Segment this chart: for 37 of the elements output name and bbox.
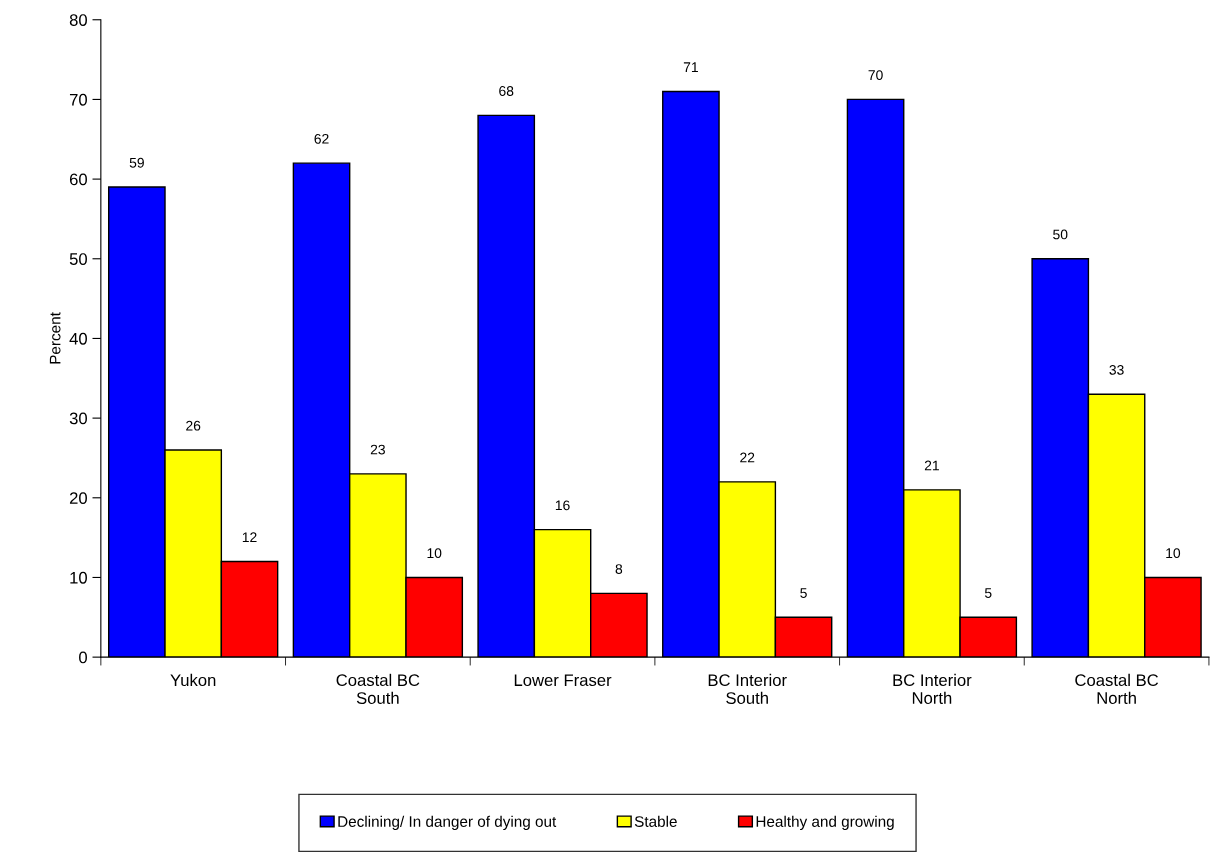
data-label: 22 [740, 452, 755, 463]
y-tick-label: 50 [69, 253, 87, 265]
x-tick-label: Coastal BC South [336, 673, 420, 704]
x-tick-label: BC Interior South [708, 673, 787, 704]
legend-label: Declining/ In danger of dying out [338, 815, 557, 830]
x-tick-label: Lower Fraser [514, 674, 612, 687]
data-label: 62 [314, 133, 329, 144]
legend-label: Stable [634, 815, 677, 827]
data-label: 33 [1109, 364, 1124, 375]
x-tick-label: Yukon [170, 673, 216, 687]
y-tick-label: 30 [69, 412, 87, 425]
x-tick-label: Coastal BC North [1075, 673, 1159, 704]
legend-label: Healthy and growing [756, 815, 894, 830]
data-label: 5 [800, 588, 807, 598]
y-tick-label: 40 [69, 332, 87, 345]
data-label: 50 [1053, 229, 1068, 240]
data-label: 26 [186, 420, 201, 431]
data-label: 70 [868, 70, 883, 81]
data-label: 16 [555, 500, 570, 511]
y-tick-label: 0 [79, 651, 87, 664]
data-label: 10 [1166, 548, 1181, 559]
y-tick-label: 70 [69, 93, 87, 106]
y-tick-label: 10 [70, 571, 87, 584]
y-tick-label: 60 [69, 173, 87, 186]
data-label: 12 [242, 532, 257, 542]
data-label: 10 [427, 548, 442, 559]
data-label: 8 [615, 564, 623, 574]
data-label: 21 [924, 460, 939, 471]
data-label: 68 [499, 86, 514, 96]
data-label: 59 [129, 157, 144, 168]
y-tick-label: 80 [69, 14, 87, 26]
x-tick-label: BC Interior North [893, 673, 972, 704]
y-tick-label: 20 [69, 492, 87, 504]
data-label: 23 [370, 444, 385, 455]
y-axis-title: Percent [49, 312, 61, 364]
data-label: 5 [984, 588, 992, 598]
data-label: 71 [683, 62, 698, 72]
